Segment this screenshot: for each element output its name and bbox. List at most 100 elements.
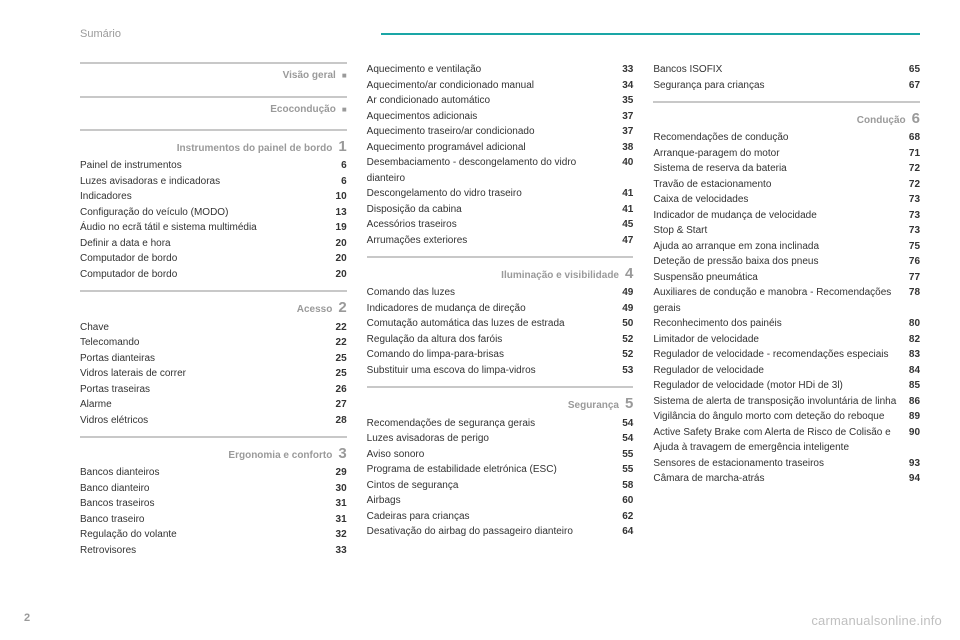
- toc-row: Computador de bordo 20: [80, 267, 347, 283]
- toc-row: Aquecimento e ventilação33: [367, 62, 634, 78]
- toc-page: 22: [328, 335, 347, 351]
- toc-page: 27: [328, 397, 347, 413]
- toc-page: 58: [614, 478, 633, 494]
- section-header: Ergonomia e conforto3: [80, 436, 347, 465]
- toc-label: Stop & Start: [653, 223, 707, 239]
- section-number: 6: [912, 107, 920, 130]
- toc-row: Auxiliares de condução e manobra - Recom…: [653, 285, 920, 316]
- toc-label: Recomendações de segurança gerais: [367, 416, 535, 432]
- toc-page: 6: [333, 158, 347, 174]
- toc-page: 73: [901, 208, 920, 224]
- toc-page: 55: [614, 447, 633, 463]
- toc-label: Arranque-paragem do motor: [653, 146, 779, 162]
- toc-row: Indicador de mudança de velocidade 73: [653, 208, 920, 224]
- section-number: 1: [338, 135, 346, 158]
- toc-row: Limitador de velocidade82: [653, 332, 920, 348]
- toc-label: Auxiliares de condução e manobra - Recom…: [653, 285, 901, 316]
- toc-page: 37: [614, 124, 633, 140]
- section-number: 3: [338, 442, 346, 465]
- toc-row: Desembaciamento - descongelamento do vid…: [367, 155, 634, 186]
- toc-row: Painel de instrumentos 6: [80, 158, 347, 174]
- toc-page: 53: [614, 363, 633, 379]
- toc-label: Aquecimento traseiro/ar condicionado: [367, 124, 535, 140]
- toc-row: Regulador de velocidade (motor HDi de 3l…: [653, 378, 920, 394]
- toc-row: Regulador de velocidade - recomendações …: [653, 347, 920, 363]
- toc-row: Retrovisores33: [80, 543, 347, 559]
- toc-label: Painel de instrumentos: [80, 158, 182, 174]
- toc-page: 37: [614, 109, 633, 125]
- toc-label: Vigilância do ângulo morto com deteção d…: [653, 409, 884, 425]
- toc-row: Definir a data e hora20: [80, 236, 347, 252]
- section-header: Ecocondução■: [80, 96, 347, 118]
- toc-label: Programa de estabilidade eletrónica (ESC…: [367, 462, 557, 478]
- toc-page: 71: [901, 146, 920, 162]
- section-title: Instrumentos do painel de bordo: [177, 141, 333, 157]
- toc-row: Vidros laterais de correr25: [80, 366, 347, 382]
- toc-label: Banco dianteiro: [80, 481, 150, 497]
- toc-page: 82: [901, 332, 920, 348]
- toc-row: Vigilância do ângulo morto com deteção d…: [653, 409, 920, 425]
- toc-row: Active Safety Brake com Alerta de Risco …: [653, 425, 920, 456]
- toc-row: Sistema de reserva da bateria 72: [653, 161, 920, 177]
- toc-label: Banco traseiro: [80, 512, 144, 528]
- section-header: Visão geral■: [80, 62, 347, 84]
- section-header: Segurança5: [367, 386, 634, 415]
- toc-page: 72: [901, 161, 920, 177]
- toc-page: 40: [614, 155, 633, 171]
- toc-label: Arrumações exteriores: [367, 233, 468, 249]
- toc-label: Aquecimento/ar condicionado manual: [367, 78, 534, 94]
- toc-page: 31: [328, 496, 347, 512]
- toc-page: 64: [614, 524, 633, 540]
- toc-row: Chave22: [80, 320, 347, 336]
- toc-label: Computador de bordo: [80, 251, 177, 267]
- toc-page: 26: [328, 382, 347, 398]
- toc-label: Ar condicionado automático: [367, 93, 490, 109]
- section-header: Instrumentos do painel de bordo 1: [80, 129, 347, 158]
- toc-label: Reconhecimento dos painéis: [653, 316, 781, 332]
- toc-row: Comando das luzes49: [367, 285, 634, 301]
- toc-row: Aquecimento programável adicional38: [367, 140, 634, 156]
- toc-page: 22: [328, 320, 347, 336]
- toc-page: 45: [614, 217, 633, 233]
- toc-row: Luzes avisadoras de perigo54: [367, 431, 634, 447]
- page-header: Sumário: [80, 28, 920, 40]
- section-title: Iluminação e visibilidade: [501, 268, 619, 284]
- toc-label: Aquecimento e ventilação: [367, 62, 482, 78]
- section-title: Segurança: [568, 398, 619, 414]
- toc-label: Indicador de mudança de velocidade: [653, 208, 816, 224]
- toc-page: 38: [614, 140, 633, 156]
- toc-label: Acessórios traseiros: [367, 217, 457, 233]
- toc-label: Disposição da cabina: [367, 202, 462, 218]
- toc-page: 19: [328, 220, 347, 236]
- toc-row: Stop & Start73: [653, 223, 920, 239]
- toc-row: Portas traseiras26: [80, 382, 347, 398]
- toc-label: Descongelamento do vidro traseiro: [367, 186, 522, 202]
- toc-label: Caixa de velocidades: [653, 192, 748, 208]
- section-number: 4: [625, 262, 633, 285]
- toc-row: Caixa de velocidades73: [653, 192, 920, 208]
- toc-label: Sistema de alerta de transposição involu…: [653, 394, 896, 410]
- toc-row: Comando do limpa-para-brisas52: [367, 347, 634, 363]
- toc-label: Regulador de velocidade (motor HDi de 3l…: [653, 378, 843, 394]
- toc-row: Regulador de velocidade84: [653, 363, 920, 379]
- toc-page: 20: [328, 267, 347, 283]
- section-header: Iluminação e visibilidade 4: [367, 256, 634, 285]
- toc-label: Regulação da altura dos faróis: [367, 332, 503, 348]
- toc-row: Luzes avisadoras e indicadoras6: [80, 174, 347, 190]
- toc-row: Comutação automática das luzes de estrad…: [367, 316, 634, 332]
- section-header: Acesso2: [80, 290, 347, 319]
- toc-row: Aquecimentos adicionais37: [367, 109, 634, 125]
- toc-label: Substituir uma escova do limpa-vidros: [367, 363, 536, 379]
- toc-page: 90: [901, 425, 920, 441]
- toc-label: Portas dianteiras: [80, 351, 155, 367]
- toc-label: Alarme: [80, 397, 112, 413]
- toc-label: Regulador de velocidade: [653, 363, 764, 379]
- toc-label: Segurança para crianças: [653, 78, 764, 94]
- toc-page: 60: [614, 493, 633, 509]
- toc-label: Sistema de reserva da bateria: [653, 161, 786, 177]
- toc-row: Descongelamento do vidro traseiro41: [367, 186, 634, 202]
- toc-label: Computador de bordo: [80, 267, 177, 283]
- section-marker-icon: ■: [342, 70, 347, 82]
- toc-page: 25: [328, 366, 347, 382]
- toc-page: 50: [614, 316, 633, 332]
